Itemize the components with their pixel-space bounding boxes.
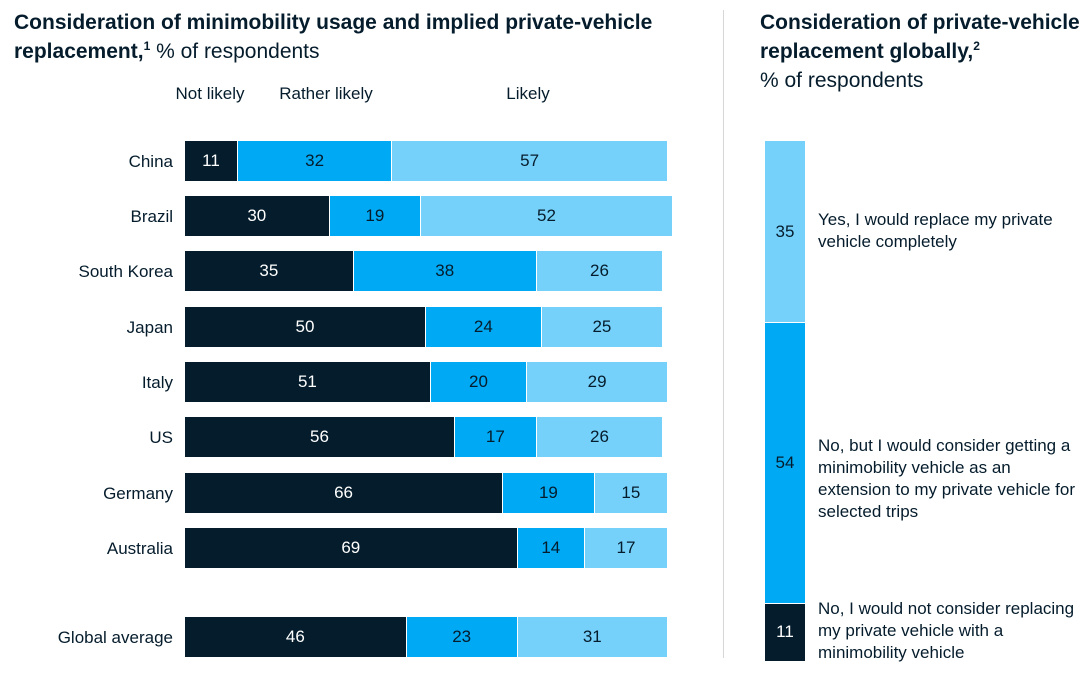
bar-us-rather-likely: 17: [454, 417, 537, 457]
global-label-extension-vehicle: No, but I would consider getting a minim…: [818, 436, 1076, 521]
bar-china-likely: 57: [392, 141, 667, 181]
global-bar-would-not-replace: 11: [765, 603, 805, 661]
global-bar-replace-completely: 35: [765, 141, 805, 323]
bar-south-korea-not-likely: 35: [185, 251, 354, 291]
bar-china-not-likely: 11: [185, 141, 239, 181]
bar-japan-not-likely: 50: [185, 307, 426, 347]
column-header-not-likely: Not likely: [175, 84, 245, 103]
bar-south-korea-likely: 26: [536, 251, 663, 291]
bar-us-likely: 26: [536, 417, 663, 457]
bar-australia-not-likely: 69: [185, 528, 518, 568]
category-label-global-average: Global average: [57, 628, 173, 647]
bar-china-rather-likely: 32: [238, 141, 393, 181]
right-chart-title-unit: % of respondents: [760, 69, 924, 92]
right-chart-title: Consideration of private-vehicle replace…: [760, 8, 1085, 95]
column-header-rather-likely: Rather likely: [279, 84, 373, 103]
category-label-japan: Japan: [126, 318, 173, 337]
category-label-us: US: [149, 428, 173, 447]
category-label-south-korea: South Korea: [78, 262, 173, 281]
bar-japan-rather-likely: 24: [426, 307, 542, 347]
bar-global-average-not-likely: 46: [185, 617, 407, 657]
bar-australia-rather-likely: 14: [517, 528, 586, 568]
global-label-replace-completely: Yes, I would replace my private vehicle …: [818, 210, 1053, 251]
category-label-brazil: Brazil: [130, 207, 173, 226]
right-chart-footnote-mark: 2: [973, 39, 980, 53]
panel-divider: [723, 10, 724, 658]
bar-global-average-likely: 31: [517, 617, 667, 657]
global-label-would-not-replace: No, I would not consider replacing my pr…: [818, 599, 1075, 662]
bar-germany-rather-likely: 19: [503, 473, 595, 513]
category-label-germany: Germany: [103, 484, 173, 503]
bar-australia-likely: 17: [585, 528, 667, 568]
bar-italy-not-likely: 51: [185, 362, 431, 402]
bar-us-not-likely: 56: [185, 417, 455, 457]
bar-germany-likely: 15: [594, 473, 667, 513]
left-chart-footnote-mark: 1: [143, 39, 151, 53]
left-chart-title-bold: Consideration of minimobility usage and …: [14, 11, 653, 63]
bar-germany-not-likely: 66: [185, 473, 504, 513]
right-chart-title-bold: Consideration of private-vehicle replace…: [760, 11, 1080, 63]
global-bar-extension-vehicle: 54: [765, 323, 805, 604]
category-label-italy: Italy: [141, 373, 173, 392]
bar-global-average-rather-likely: 23: [406, 617, 518, 657]
bar-italy-rather-likely: 20: [430, 362, 528, 402]
left-chart-title: Consideration of minimobility usage and …: [14, 8, 654, 66]
bar-brazil-not-likely: 30: [185, 196, 330, 236]
column-header-likely: Likely: [506, 84, 550, 103]
category-label-china: China: [128, 152, 173, 171]
bar-brazil-rather-likely: 19: [329, 196, 422, 236]
category-label-australia: Australia: [106, 539, 173, 558]
left-chart-title-unit: % of respondents: [150, 40, 320, 63]
bar-south-korea-rather-likely: 38: [353, 251, 537, 291]
bar-italy-likely: 29: [527, 362, 667, 402]
bar-japan-likely: 25: [541, 307, 663, 347]
bar-brazil-likely: 52: [421, 196, 672, 236]
